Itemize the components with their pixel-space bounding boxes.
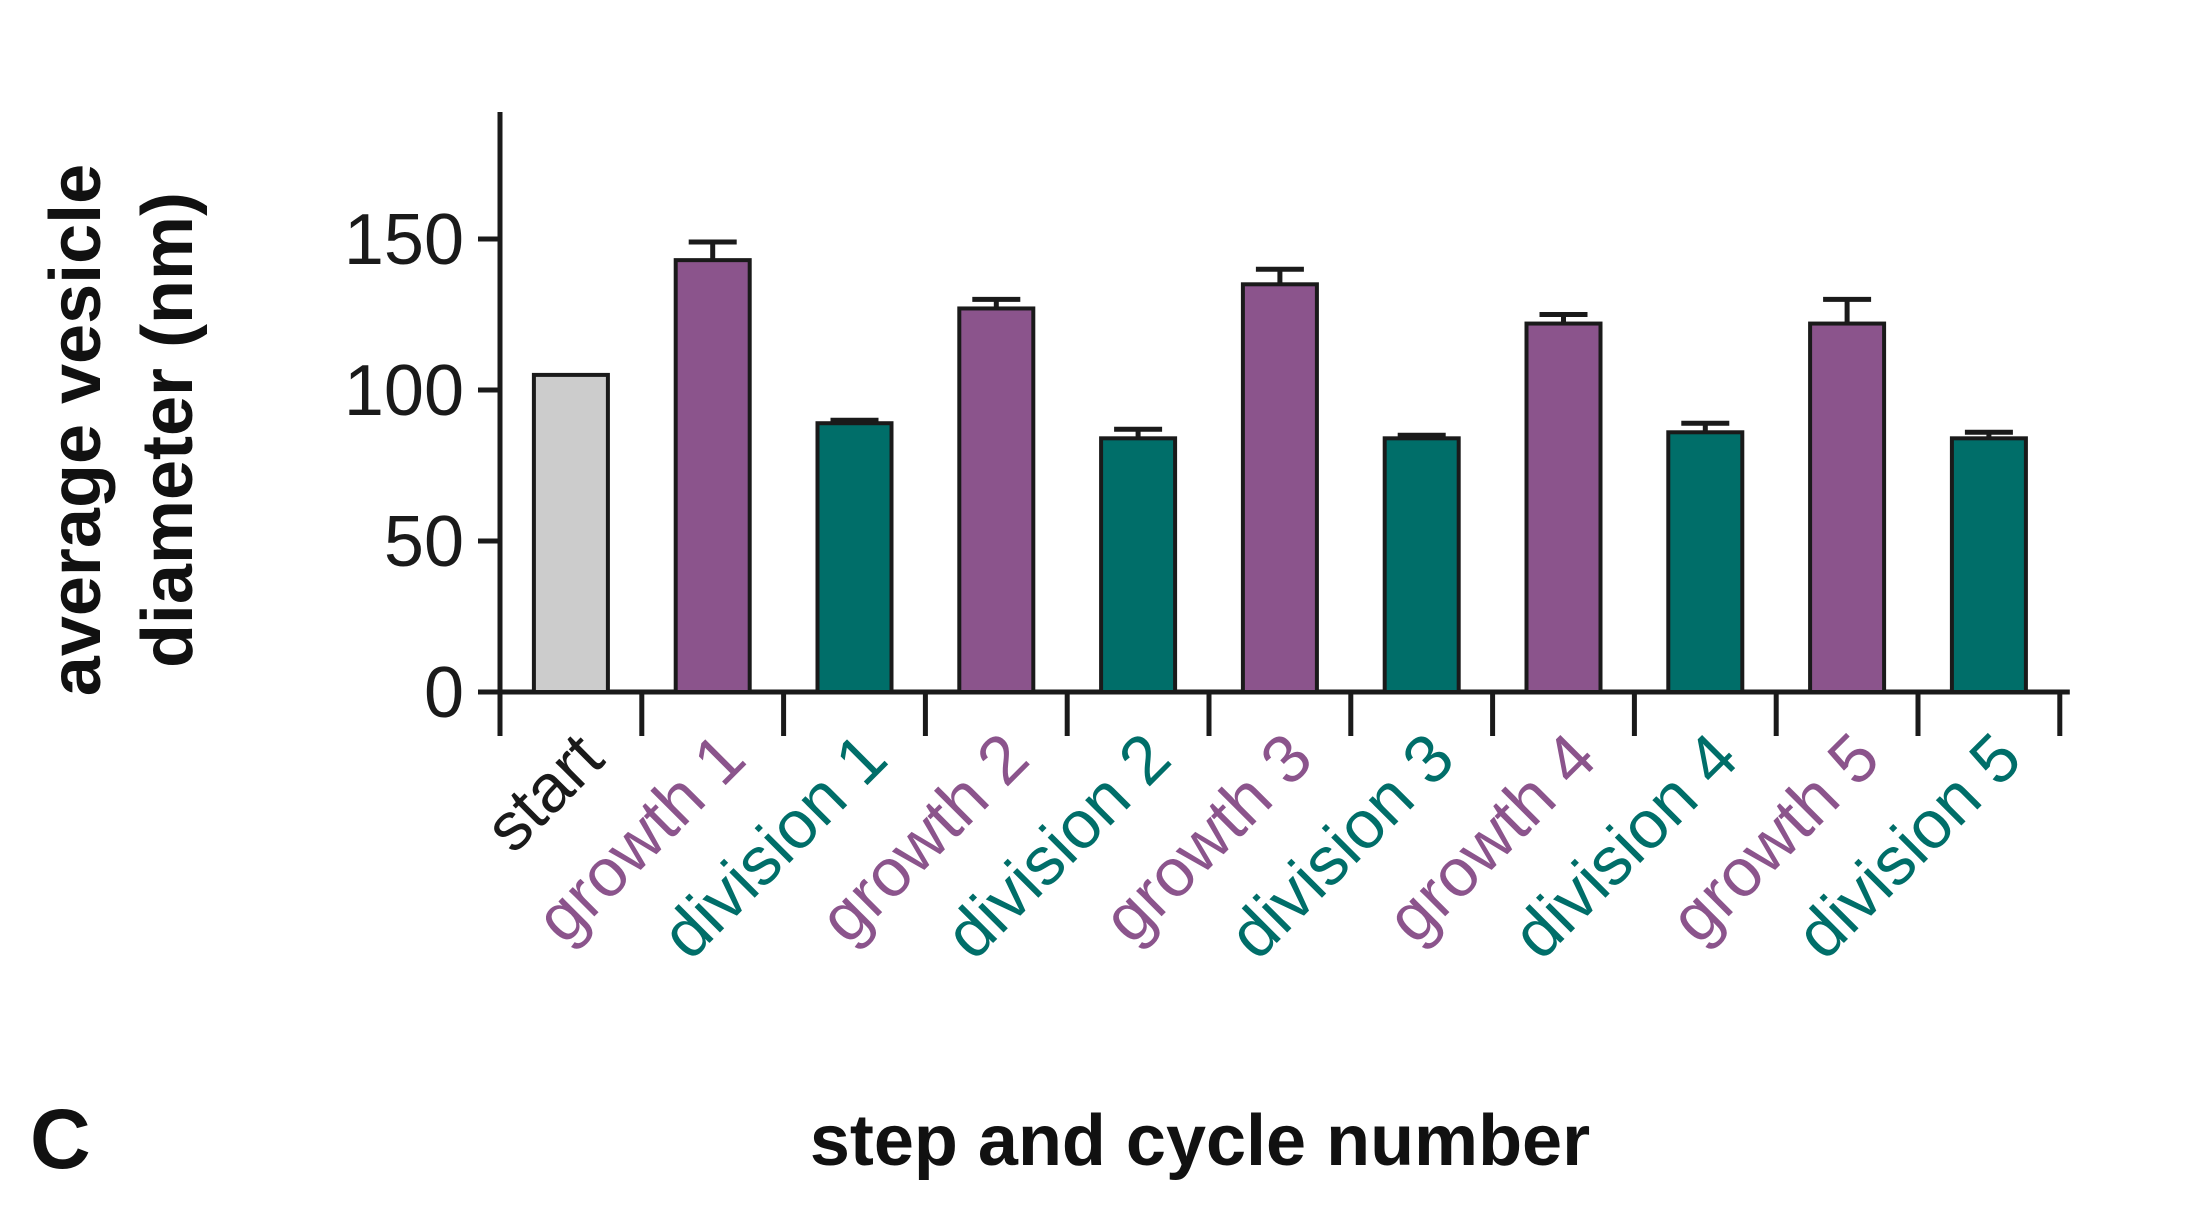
x-axis-title: step and cycle number [810,1101,1590,1181]
bar [1382,436,1461,694]
y-tick-label: 100 [344,351,464,431]
bar [1666,430,1745,694]
bar [1524,321,1603,694]
y-tick-label: 150 [344,200,464,280]
y-tick-label: 50 [384,502,464,582]
y-axis-title-line-2: diameter (nm) [128,192,208,668]
bar [673,258,752,694]
bar [1240,282,1319,694]
y-axis-title: average vesicle diameter (nm) [36,164,208,696]
y-tick-label: 0 [424,653,464,733]
bar [1808,321,1887,694]
bar [1099,436,1178,694]
bar [531,372,610,694]
panel-label: C [30,1092,91,1186]
bar [957,306,1036,694]
bar [815,421,894,694]
bar [1949,436,2028,694]
y-axis-title-line-1: average vesicle [36,164,116,696]
